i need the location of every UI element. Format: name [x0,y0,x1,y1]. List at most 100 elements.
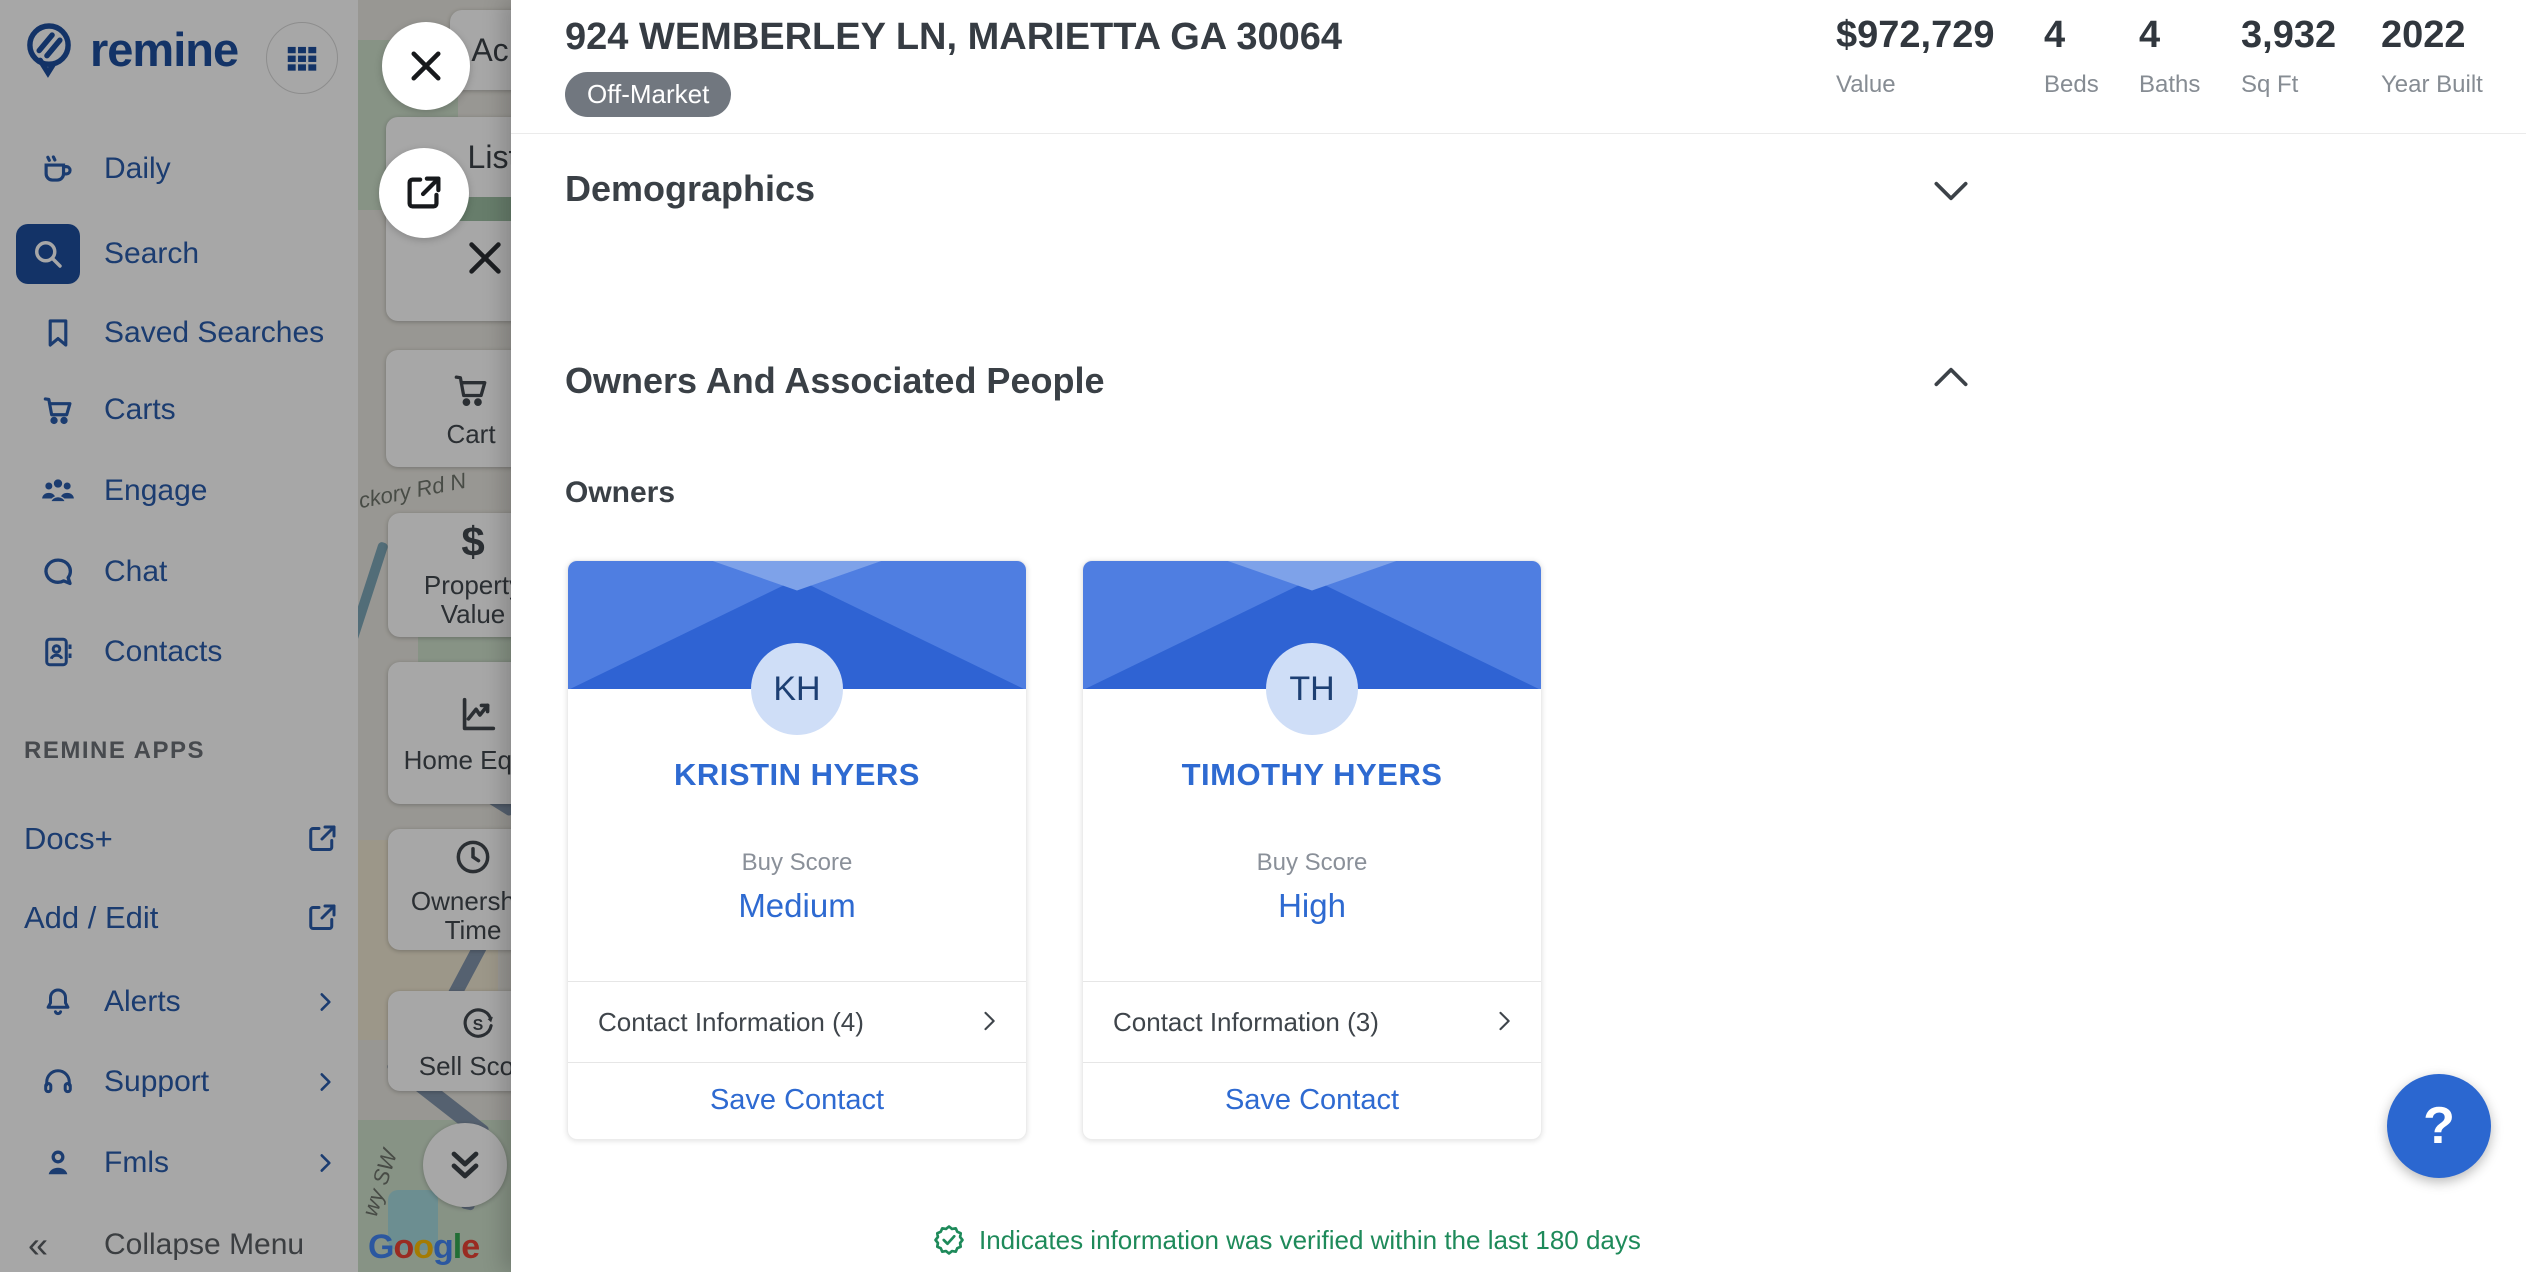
map-tool-label: Ownership Time [410,885,511,945]
save-contact-button[interactable]: Save Contact [1224,1084,1400,1116]
google-logo[interactable]: Google [368,1228,480,1267]
contact-card-icon [38,632,78,672]
sidebar-item-label: Search [104,237,200,270]
sidebar-item-label: Support [104,1065,210,1098]
chevron-up-icon[interactable] [1929,362,1973,392]
sidebar-item-label: Engage [104,474,208,507]
map-collapse-tools-button[interactable] [423,1123,507,1207]
map-tool-label: Property Value [423,570,511,629]
contact-information-label: Contact Information (4) [598,1007,864,1037]
section-demographics-title[interactable]: Demographics [565,168,816,209]
map-ownership-time-button[interactable]: Ownership Time [388,829,511,950]
contact-information-label: Contact Information (3) [1113,1007,1379,1037]
stat-beds: 4 Beds [2044,14,2099,99]
dollar-icon: $ [461,518,485,566]
sidebar-item-search[interactable]: Search [0,221,358,287]
map-cart-button[interactable]: Cart [386,350,511,467]
map-tool-label: Sell Score [418,1050,511,1081]
remine-pin-icon [18,18,80,80]
sidebar-item-support[interactable]: Support [0,1049,358,1115]
external-link-icon [304,821,340,857]
grid-icon [283,39,321,77]
app-link-label: Docs+ [24,821,113,856]
chevron-right-icon [312,1069,338,1095]
chevron-right-icon [312,1150,338,1176]
sidebar: remine Daily [0,0,359,1272]
chevron-right-icon [1493,1007,1515,1035]
double-chevron-left-icon: « [28,1224,49,1265]
sidebar-item-label: Alerts [104,985,181,1018]
address-search-partial-text: Ac [471,31,509,68]
sidebar-item-contacts[interactable]: Contacts [0,619,358,685]
stat-number: $972,729 [1836,14,1995,56]
person-icon [38,1143,78,1183]
google-letter: o [393,1228,414,1266]
buy-score-value: High [1278,887,1346,924]
sidebar-item-fmls[interactable]: Fmls [0,1130,358,1196]
contact-information-row[interactable]: Contact Information (3) [1083,981,1541,1062]
sidebar-item-label: Fmls [104,1146,169,1179]
search-active-highlight [16,224,80,284]
property-detail-panel: 924 WEMBERLEY LN, MARIETTA GA 30064 Off-… [511,0,2526,1272]
google-letter: l [452,1228,463,1266]
collapse-menu-label: Collapse Menu [104,1228,305,1261]
bookmark-icon [38,313,78,353]
stat-label: Year Built [2381,71,2483,98]
stat-sqft: 3,932 Sq Ft [2241,14,2336,99]
sidebar-item-label: Carts [104,393,176,426]
headset-icon [38,1062,78,1102]
contact-information-row[interactable]: Contact Information (4) [568,981,1026,1062]
sidebar-item-daily[interactable]: Daily [0,136,358,202]
svg-text:S: S [473,1017,484,1034]
map-home-equity-button[interactable]: Home Equity [388,662,511,804]
sell-score-icon: S [457,1002,499,1044]
verified-text: Indicates information was verified withi… [979,1224,1641,1255]
coffee-icon [38,149,78,189]
sidebar-link-add-edit[interactable]: Add / Edit [0,885,358,951]
sidebar-item-alerts[interactable]: Alerts [0,969,358,1035]
sidebar-item-label: Contacts [104,635,223,668]
owner-name: KRISTIN HYERS [674,757,920,792]
divider [568,981,1026,982]
sidebar-item-chat[interactable]: Chat [0,539,358,605]
sidebar-item-saved-searches[interactable]: Saved Searches [0,300,358,366]
clock-icon [451,835,495,879]
remine-logo[interactable]: remine [18,18,239,80]
google-letter: G [368,1228,394,1266]
map-property-value-button[interactable]: $ Property Value [388,513,511,637]
close-icon [405,45,447,87]
sidebar-link-docs[interactable]: Docs+ [0,806,358,872]
collapse-menu-button[interactable]: « Collapse Menu [0,1212,358,1272]
section-owners-title[interactable]: Owners And Associated People [565,360,1105,401]
save-contact-button[interactable]: Save Contact [709,1084,885,1116]
stat-baths: 4 Baths [2139,14,2200,99]
map-sell-score-button[interactable]: S Sell Score [388,991,511,1091]
divider [568,1062,1026,1063]
people-icon [38,471,78,511]
chevron-right-icon [312,989,338,1015]
google-letter: g [433,1228,454,1266]
divider [1083,981,1541,982]
sidebar-item-engage[interactable]: Engage [0,458,358,524]
stat-label: Value [1836,71,1896,98]
sidebar-item-label: Chat [104,555,168,588]
buy-score-label: Buy Score [741,849,853,876]
app-link-label: Add / Edit [24,900,159,935]
cart-icon [449,368,493,412]
apps-grid-button[interactable] [266,22,338,94]
brand-wordmark: remine [90,22,239,76]
open-in-new-window-button[interactable] [379,148,469,238]
chevron-down-icon[interactable] [1929,176,1973,206]
owner-name: TIMOTHY HYERS [1181,757,1443,792]
google-letter: e [461,1228,480,1266]
close-icon[interactable] [462,235,508,281]
status-badge: Off-Market [565,72,732,117]
close-panel-button[interactable] [382,22,470,110]
remine-apps-header: REMINE APPS [24,737,205,764]
external-link-icon [401,170,447,216]
sidebar-item-label: Daily [104,152,171,185]
help-button[interactable]: ? [2387,1074,2491,1178]
external-link-icon [304,900,340,936]
sidebar-item-carts[interactable]: Carts [0,377,358,443]
